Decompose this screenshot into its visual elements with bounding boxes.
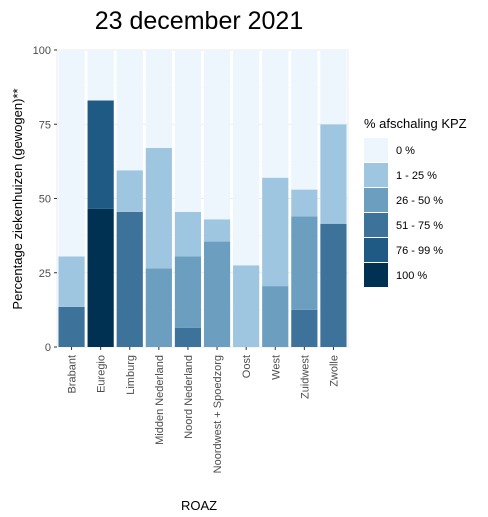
bar-segment bbox=[262, 50, 289, 178]
legend-label: 0 % bbox=[396, 145, 415, 157]
bar-segment bbox=[145, 50, 172, 149]
x-tick-label: Brabant bbox=[67, 355, 79, 394]
y-axis: 0 25 50 75 100 bbox=[33, 45, 57, 354]
x-tick-label: Noordwest + Spoedzorg bbox=[212, 355, 224, 473]
legend-label: 76 - 99 % bbox=[396, 245, 443, 257]
bar-segment bbox=[58, 256, 85, 307]
bar-segment bbox=[262, 177, 289, 287]
legend-label: 26 - 50 % bbox=[396, 195, 443, 207]
x-tick-label: Zuidwest bbox=[299, 355, 311, 399]
legend-key bbox=[364, 188, 388, 212]
bar-segment bbox=[87, 208, 114, 347]
bar-segment bbox=[174, 256, 202, 328]
legend-label: 51 - 75 % bbox=[396, 220, 443, 232]
x-tick-label: Noord Nederland bbox=[183, 355, 195, 439]
bar-segment bbox=[291, 189, 318, 217]
bar-segment bbox=[320, 124, 347, 224]
bar-segment bbox=[87, 100, 114, 209]
bar-segment bbox=[174, 50, 202, 212]
legend-key bbox=[364, 213, 388, 237]
x-tick-label: Euregio bbox=[96, 355, 108, 393]
x-tick-label: Limburg bbox=[125, 355, 137, 395]
y-tick-label: 75 bbox=[39, 119, 51, 131]
legend-label: 100 % bbox=[396, 270, 427, 282]
bar-segment bbox=[116, 211, 143, 347]
legend-title: % afschaling KPZ bbox=[364, 116, 467, 131]
bar-segment bbox=[116, 50, 143, 171]
x-tick-label: West bbox=[270, 355, 282, 380]
bars bbox=[58, 50, 347, 347]
chart-title: 23 december 2021 bbox=[95, 7, 303, 35]
bar-segment bbox=[320, 50, 347, 125]
bar-segment bbox=[174, 211, 202, 257]
bar-segment bbox=[320, 223, 347, 347]
y-tick-label: 50 bbox=[39, 194, 51, 206]
bar-segment bbox=[58, 50, 85, 257]
bar-segment bbox=[58, 306, 85, 347]
bar-segment bbox=[262, 286, 289, 347]
x-tick-label: Midden Nederland bbox=[154, 355, 166, 445]
bar-segment bbox=[174, 327, 202, 347]
y-tick-label: 100 bbox=[33, 45, 51, 57]
x-axis-title: ROAZ bbox=[181, 498, 217, 513]
bar-segment bbox=[145, 148, 172, 269]
bar-segment bbox=[116, 170, 143, 212]
y-tick-label: 25 bbox=[39, 268, 51, 280]
y-tick-label: 0 bbox=[45, 342, 51, 354]
legend-key bbox=[364, 138, 388, 162]
legend: % afschaling KPZ 0 % 1 - 25 % 26 - 50 % 51 … bbox=[364, 116, 467, 287]
bar-segment bbox=[203, 241, 231, 347]
bar-segment bbox=[291, 50, 318, 190]
bar-segment bbox=[203, 50, 231, 220]
x-tick-label: Oost bbox=[241, 355, 253, 378]
bar-segment bbox=[233, 265, 260, 347]
x-axis: Brabant Euregio Limburg Midden Nederland Noo… bbox=[67, 347, 340, 473]
bar-segment bbox=[145, 268, 172, 347]
legend-key bbox=[364, 163, 388, 187]
legend-label: 1 - 25 % bbox=[396, 170, 437, 182]
legend-key bbox=[364, 238, 388, 262]
x-tick-label: Zwolle bbox=[328, 355, 340, 387]
bar-segment bbox=[291, 216, 318, 310]
bar-segment bbox=[233, 50, 260, 266]
y-axis-title: Percentage ziekenhuizen (gewogen)** bbox=[10, 88, 25, 309]
legend-key bbox=[364, 263, 388, 287]
bar-segment bbox=[291, 309, 318, 347]
bar-segment bbox=[87, 50, 114, 101]
bar-segment bbox=[203, 219, 231, 242]
